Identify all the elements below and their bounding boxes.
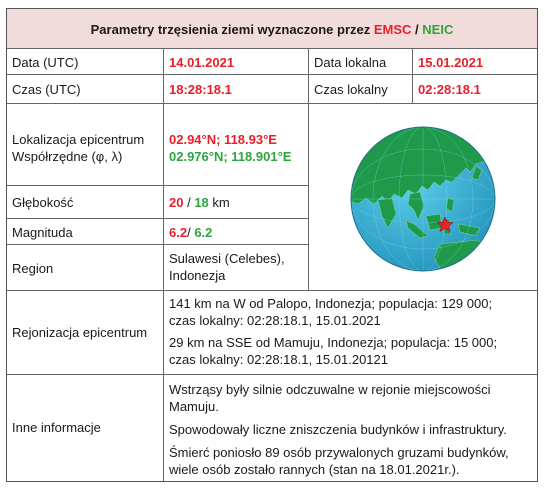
depth-separator: /	[183, 195, 195, 210]
time-local-value: 02:28:18.1	[418, 82, 481, 97]
title-separator: /	[411, 22, 423, 37]
regionalization-label-cell: Rejonizacja epicentrum	[7, 291, 164, 375]
depth-neic: 18	[194, 195, 209, 210]
globe-cell	[309, 104, 537, 291]
region-label-cell: Region	[7, 245, 164, 291]
magnitude-value-cell: 6.2/ 6.2	[164, 219, 309, 245]
other-line3: Spowodowały liczne zniszczenia budynków …	[169, 422, 507, 437]
depth-value-cell: 20 / 18 km	[164, 186, 309, 219]
region-label: Region	[12, 261, 54, 276]
other-line2: Mamuju.	[169, 399, 219, 414]
title-neic: NEIC	[422, 22, 454, 37]
region-line2: Indonezja	[169, 268, 226, 283]
star-icon	[436, 216, 454, 233]
regionalization-line1: 141 km na W od Palopo, Indonezja; popula…	[169, 296, 493, 311]
regionalization-line4: czas lokalny: 02:28:18.1, 15.01.20121	[169, 352, 388, 367]
location-label-line2: Współrzędne (φ, λ)	[12, 149, 123, 164]
region-line1: Sulawesi (Celebes),	[169, 251, 285, 266]
other-label-cell: Inne informacje	[7, 375, 164, 481]
region-value-cell: Sulawesi (Celebes), Indonezja	[164, 245, 309, 291]
magnitude-value: 6.2/ 6.2	[169, 224, 212, 241]
title-emsc: EMSC	[373, 22, 412, 37]
regionalization-line3: 29 km na SSE od Mamuju, Indonezja; popul…	[169, 335, 498, 350]
date-utc-value-cell: 14.01.2021	[164, 49, 309, 75]
other-line5: wiele osób zostało rannych (stan na 18.0…	[169, 462, 460, 477]
time-local-value-cell: 02:28:18.1	[413, 75, 537, 104]
time-utc-value-cell: 18:28:18.1	[164, 75, 309, 104]
location-label-cell: Lokalizacja epicentrum Współrzędne (φ, λ…	[7, 104, 164, 186]
regionalization-value-cell: 141 km na W od Palopo, Indonezja; popula…	[164, 291, 537, 375]
globe-map-epicenter-icon	[350, 126, 496, 272]
depth-label: Głębokość	[12, 195, 74, 210]
table-title: Parametry trzęsienia ziemi wyznaczone pr…	[7, 9, 537, 49]
magnitude-emsc: 6.2	[169, 225, 188, 240]
depth-unit: km	[208, 195, 230, 210]
location-emsc: 02.94°N; 118.93°E	[169, 132, 277, 147]
depth-value: 20 / 18 km	[169, 194, 230, 211]
regionalization-label: Rejonizacja epicentrum	[12, 325, 148, 340]
other-value-cell: Wstrząsy były silnie odczuwalne w rejoni…	[164, 375, 537, 481]
magnitude-neic: 6.2	[194, 225, 213, 240]
location-value-cell: 02.94°N; 118.93°E 02.976°N; 118.901°E	[164, 104, 309, 186]
earthquake-parameters-table: Parametry trzęsienia ziemi wyznaczone pr…	[6, 8, 538, 482]
title-text: Parametry trzęsienia ziemi wyznaczone pr…	[90, 22, 374, 37]
magnitude-separator: /	[187, 225, 195, 240]
location-neic: 02.976°N; 118.901°E	[169, 149, 292, 164]
magnitude-label-cell: Magnituda	[7, 219, 164, 245]
date-local-label-cell: Data lokalna	[309, 49, 413, 75]
regionalization-line2: czas lokalny: 02:28:18.1, 15.01.2021	[169, 313, 381, 328]
other-line1: Wstrząsy były silnie odczuwalne w rejoni…	[169, 382, 491, 397]
time-utc-label: Czas (UTC)	[12, 82, 81, 97]
depth-emsc: 20	[169, 195, 184, 210]
other-line4: Śmierć poniosło 89 osób przywalonych gru…	[169, 445, 509, 460]
time-utc-label-cell: Czas (UTC)	[7, 75, 164, 104]
time-local-label: Czas lokalny	[314, 82, 388, 97]
date-utc-value: 14.01.2021	[169, 55, 235, 70]
date-local-value-cell: 15.01.2021	[413, 49, 537, 75]
date-local-value: 15.01.2021	[418, 55, 484, 70]
time-utc-value: 18:28:18.1	[169, 82, 232, 97]
other-label: Inne informacje	[12, 420, 101, 435]
depth-label-cell: Głębokość	[7, 186, 164, 219]
time-local-label-cell: Czas lokalny	[309, 75, 413, 104]
date-utc-label: Data (UTC)	[12, 55, 79, 70]
location-label-line1: Lokalizacja epicentrum	[12, 132, 145, 147]
date-local-label: Data lokalna	[314, 55, 387, 70]
magnitude-label: Magnituda	[12, 225, 73, 240]
date-utc-label-cell: Data (UTC)	[7, 49, 164, 75]
